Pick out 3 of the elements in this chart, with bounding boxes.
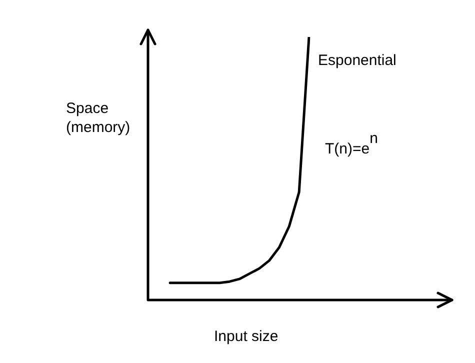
x-axis-title: Input size	[214, 328, 278, 347]
text: Esponential	[318, 52, 396, 71]
y-axis-title: Space (memory)	[66, 100, 130, 138]
